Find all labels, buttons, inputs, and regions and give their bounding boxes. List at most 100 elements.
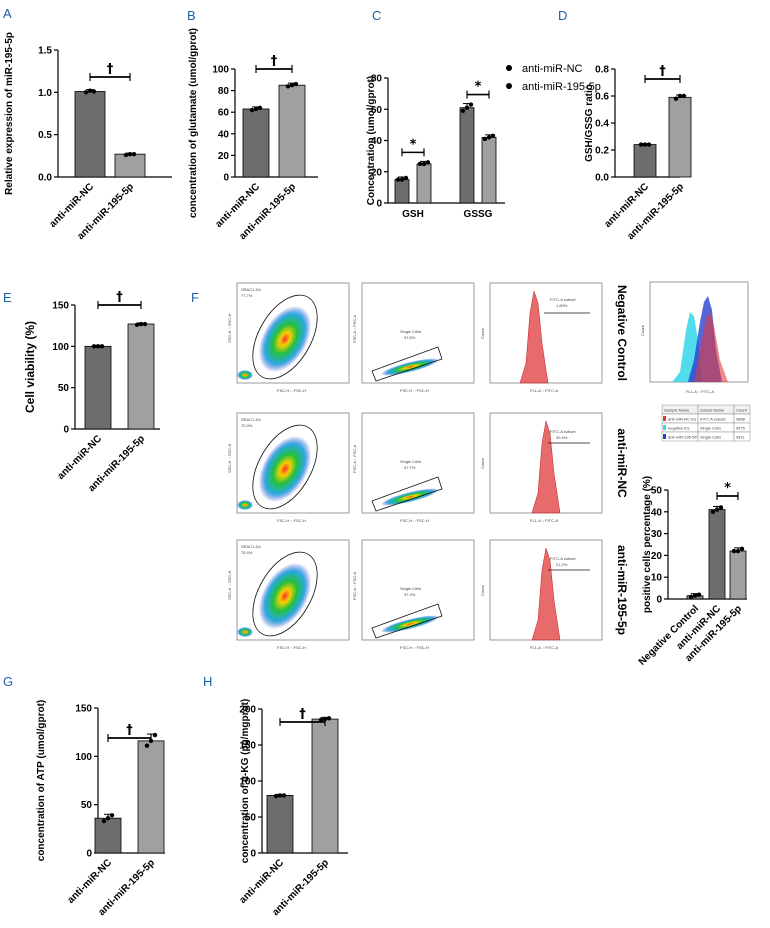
x-category-label: GSSG	[464, 209, 493, 220]
bar-anti-mir-nc	[633, 144, 657, 178]
y-axis-title: Concentration (umol/gprot)	[366, 76, 377, 205]
y-tick-label: 50	[245, 813, 257, 824]
legend-cell-text: anti-miR-195-5P.fcs	[668, 435, 703, 440]
data-point	[677, 93, 683, 99]
data-point	[718, 505, 724, 510]
x-axis-title: FL1-A :: FITC-A	[530, 388, 558, 393]
gate-name: SRAC1-D4	[241, 417, 262, 422]
bar-anti-mir-195-5p	[311, 718, 339, 854]
data-point	[735, 548, 741, 554]
y-tick-label: 1.5	[38, 46, 52, 57]
legend-swatch	[663, 434, 666, 439]
data-point	[152, 732, 158, 738]
legend-cell-text: 3888	[736, 417, 746, 422]
bar-anti-mir-nc	[84, 345, 112, 430]
y-tick-label: 0	[656, 595, 662, 606]
panel-label-g: G	[3, 674, 13, 689]
x-axis-title: FSC-H :: FSC-H	[400, 645, 429, 650]
y-axis-title: concentration of ATP (umol/gprot)	[36, 700, 47, 861]
singlet-gate	[371, 603, 443, 639]
bar-anti-mir-nc	[94, 817, 122, 854]
x-category-label: GSH	[402, 209, 424, 220]
x-axis-title: FSC-H :: FSC-H	[277, 388, 306, 393]
cell-gate	[252, 551, 318, 637]
y-axis-title: GSH/GSSG ratio	[584, 84, 595, 162]
panel-label-a: A	[3, 6, 12, 21]
debris-cloud	[237, 627, 253, 637]
data-point	[249, 107, 255, 113]
chart-b: 0 20 40 60 80 100 concentration of glutamate (…	[188, 28, 318, 242]
bar-anti-mir-195-5p	[137, 740, 165, 854]
density-cloud	[258, 305, 312, 373]
y-axis-title: Relative expression of miR-195-5p	[4, 32, 15, 195]
data-point	[99, 344, 105, 349]
data-point	[681, 93, 687, 99]
legend-cell-text: negative.fcs	[668, 426, 689, 431]
singlet-gate	[371, 346, 443, 382]
data-point	[417, 161, 423, 167]
chart-a: 0.0 0.5 1.0 1.5 Relative expression of miR-1…	[4, 32, 172, 242]
bar-gsh-195	[416, 163, 432, 204]
significance-marker: †	[126, 723, 133, 738]
gate-name: SRAC1-D4	[241, 544, 262, 549]
data-point	[123, 152, 129, 158]
fitc-subset-percent: 1.60%	[556, 303, 568, 308]
bar-anti-mir-195-5p	[668, 96, 692, 178]
panel-label-c: C	[372, 8, 381, 23]
y-tick-label: 200	[239, 705, 256, 716]
panel-letters: A B C D E F G H	[3, 6, 567, 689]
y-tick-label: 20	[218, 151, 230, 162]
histogram-peak	[519, 290, 549, 384]
singlet-cloud	[380, 358, 440, 376]
data-point	[131, 151, 137, 157]
data-point	[646, 142, 652, 147]
y-axis-title: SSC-H :: SSC-H	[227, 314, 232, 343]
y-tick-label: 0.5	[38, 130, 52, 141]
legend-dot-nc	[506, 65, 512, 71]
data-point	[468, 102, 474, 107]
cell-gate	[252, 424, 318, 510]
y-tick-label: 0.8	[595, 65, 609, 76]
singlet-percent: 97.6%	[404, 335, 416, 340]
data-point	[460, 108, 466, 114]
bar-anti-mir-195-5p	[127, 323, 155, 430]
y-axis-title: Count	[480, 457, 485, 469]
singlet-label: Single Cells	[400, 329, 421, 334]
legend-cell-text: Subset Name	[700, 408, 725, 413]
data-point	[714, 507, 720, 512]
y-tick-label: 0	[250, 849, 256, 860]
y-tick-label: 100	[239, 777, 256, 788]
y-tick-label: 0.2	[595, 146, 609, 157]
significance-marker: *	[410, 137, 417, 152]
data-point	[490, 133, 496, 139]
fitc-subset-label: FITC-A subset	[550, 556, 576, 561]
panel-label-d: D	[558, 8, 567, 23]
debris-cloud	[237, 370, 253, 380]
data-point	[425, 160, 431, 165]
y-tick-label: 0.0	[38, 173, 52, 184]
y-axis-title: Cell viability (%)	[23, 321, 37, 413]
legend-cell-text: anti-miR-NC.fcs	[668, 417, 696, 422]
data-point	[642, 142, 648, 147]
cell-gate	[252, 294, 318, 380]
data-point	[105, 816, 111, 821]
singlet-label: Single Cells	[400, 459, 421, 464]
data-point	[318, 717, 324, 722]
histogram-peak	[531, 420, 561, 514]
legend-swatch	[663, 425, 666, 430]
y-tick-label: 20	[371, 167, 383, 178]
data-point	[739, 546, 745, 552]
data-point	[101, 818, 107, 824]
x-axis-title: FL1-A :: FITC-A	[530, 645, 558, 650]
legend-cell-text: Single Cells	[700, 426, 721, 431]
singlet-gate	[371, 476, 443, 512]
data-point	[281, 793, 287, 798]
